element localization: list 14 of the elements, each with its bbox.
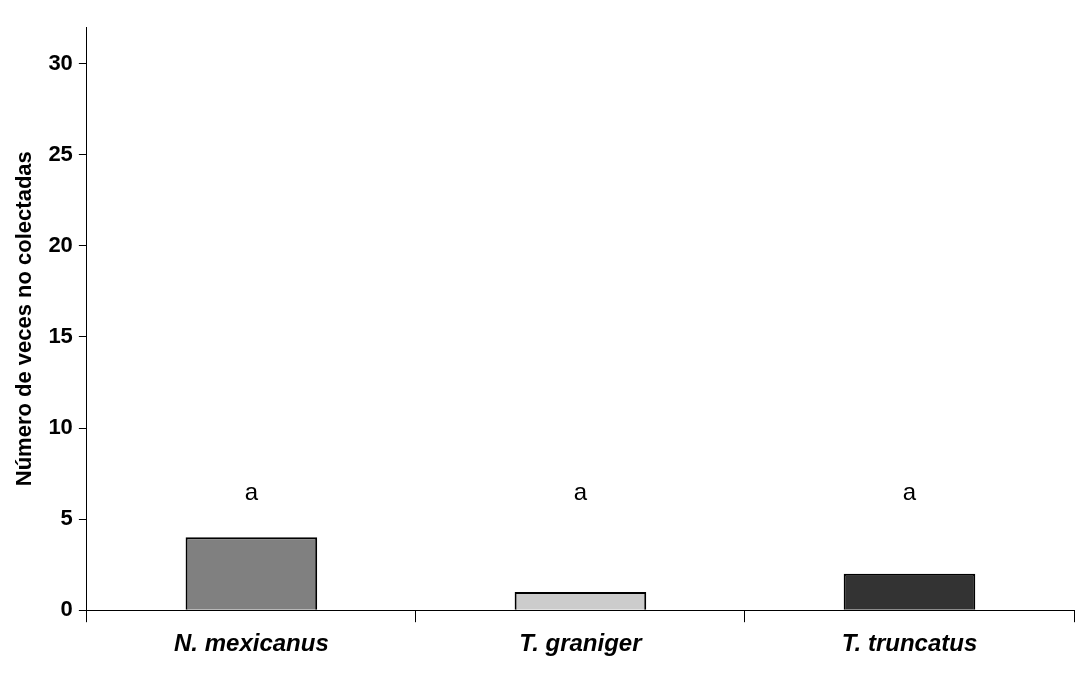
y-tick-label: 20 <box>48 231 73 257</box>
x-tick-label: T. graniger <box>519 629 644 657</box>
y-tick-label: 30 <box>48 49 73 75</box>
y-tick-label: 15 <box>48 322 73 348</box>
y-tick-label: 25 <box>48 140 73 166</box>
y-axis-title: Número de veces no colectadas <box>11 151 37 487</box>
annotation: a <box>902 478 917 506</box>
x-tick-label: N. mexicanus <box>174 629 329 657</box>
x-tick-label: T. truncatus <box>841 629 978 657</box>
y-tick-label: 5 <box>60 505 73 531</box>
annotation: a <box>244 478 259 506</box>
y-tick-label: 10 <box>48 414 73 440</box>
y-tick-label: 0 <box>60 596 73 622</box>
annotation: a <box>573 478 588 506</box>
